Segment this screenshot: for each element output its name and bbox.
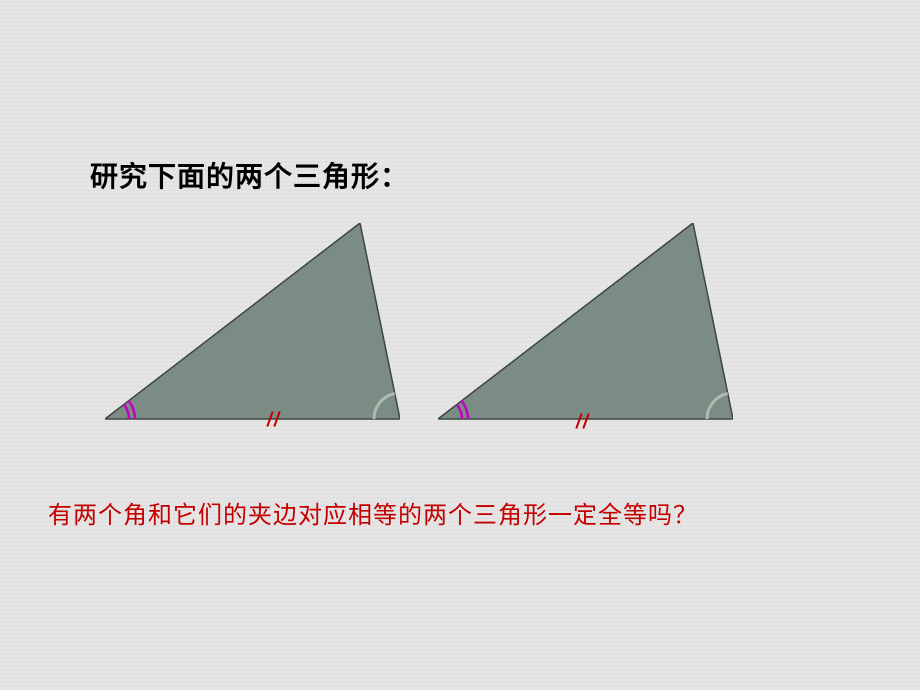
triangle-left-shape xyxy=(105,223,400,419)
triangle-right-wrap xyxy=(438,223,733,433)
triangle-right xyxy=(438,223,733,433)
triangle-left-wrap xyxy=(105,223,400,433)
slide-title: 研究下面的两个三角形： xyxy=(90,155,409,195)
slide-question: 有两个角和它们的夹边对应相等的两个三角形一定全等吗？ xyxy=(48,495,698,530)
triangle-right-shape xyxy=(438,223,733,419)
slide: 研究下面的两个三角形： 有两个角和它们的夹边对应相 xyxy=(0,0,920,690)
triangle-left xyxy=(105,223,400,433)
